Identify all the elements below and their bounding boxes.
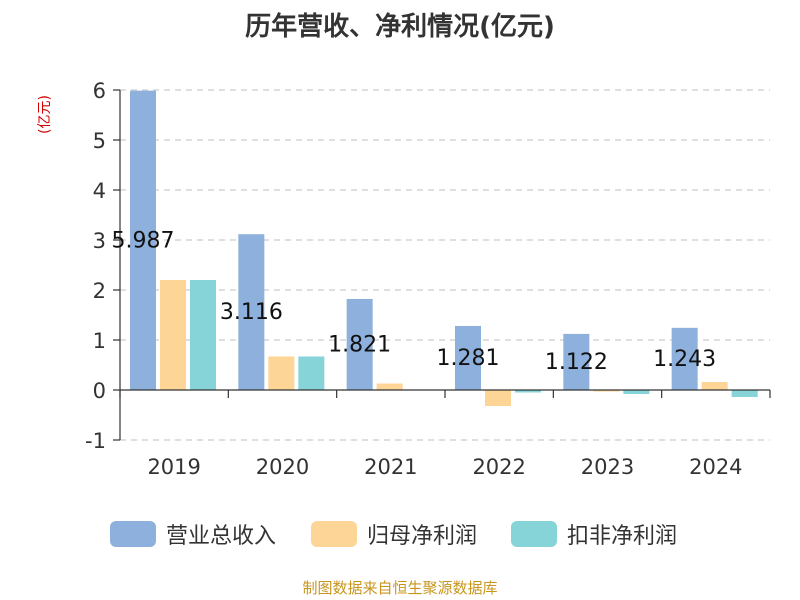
data-label: 1.122 — [545, 350, 608, 375]
chart-legend: 营业总收入 归母净利润 扣非净利润 — [0, 518, 800, 552]
bar — [268, 356, 295, 390]
bar — [701, 382, 728, 390]
bar — [455, 325, 481, 390]
bar — [563, 333, 590, 390]
bar — [298, 356, 325, 390]
y-tick-label: -1 — [85, 429, 106, 453]
legend-swatch-revenue — [110, 521, 156, 547]
bar — [515, 390, 541, 393]
data-label: 3.116 — [220, 300, 283, 325]
bar — [130, 90, 156, 391]
x-tick-label: 2019 — [147, 455, 200, 479]
y-tick-label: 1 — [93, 329, 106, 353]
legend-item-deducted-net-profit[interactable]: 扣非净利润 — [511, 518, 677, 550]
data-label: 1.281 — [437, 346, 500, 371]
legend-swatch-net-profit — [311, 521, 357, 547]
data-label: 5.987 — [112, 228, 175, 253]
bar — [593, 390, 620, 392]
x-tick-label: 2024 — [689, 455, 742, 479]
x-tick-label: 2020 — [256, 455, 309, 479]
bar — [190, 280, 216, 390]
chart-title: 历年营收、净利情况(亿元) — [245, 12, 555, 42]
data-label: 1.243 — [653, 347, 716, 372]
legend-item-net-profit[interactable]: 归母净利润 — [311, 518, 477, 550]
legend-label-net-profit: 归母净利润 — [367, 524, 478, 549]
y-tick-label: 4 — [93, 179, 106, 203]
y-tick-label: 0 — [93, 379, 106, 403]
y-tick-label: 5 — [93, 129, 106, 153]
y-tick-label: 6 — [93, 79, 106, 103]
data-label: 1.821 — [328, 332, 391, 357]
y-tick-label: 2 — [93, 279, 106, 303]
bar — [623, 390, 650, 394]
bar — [671, 327, 698, 390]
y-tick-label: 3 — [93, 229, 106, 253]
bar — [376, 383, 403, 390]
legend-swatch-deducted-net-profit — [511, 521, 557, 547]
bar — [238, 234, 265, 390]
bar — [160, 280, 186, 390]
data-source-note: 制图数据来自恒生聚源数据库 — [302, 579, 498, 597]
x-tick-label: 2022 — [472, 455, 525, 479]
legend-item-revenue[interactable]: 营业总收入 — [110, 518, 276, 550]
legend-label-revenue: 营业总收入 — [166, 524, 277, 549]
bar — [485, 390, 511, 406]
bar — [731, 390, 758, 397]
bar — [346, 298, 373, 390]
x-tick-label: 2023 — [581, 455, 634, 479]
legend-label-deducted-net-profit: 扣非净利润 — [567, 524, 678, 549]
x-tick-label: 2021 — [364, 455, 417, 479]
